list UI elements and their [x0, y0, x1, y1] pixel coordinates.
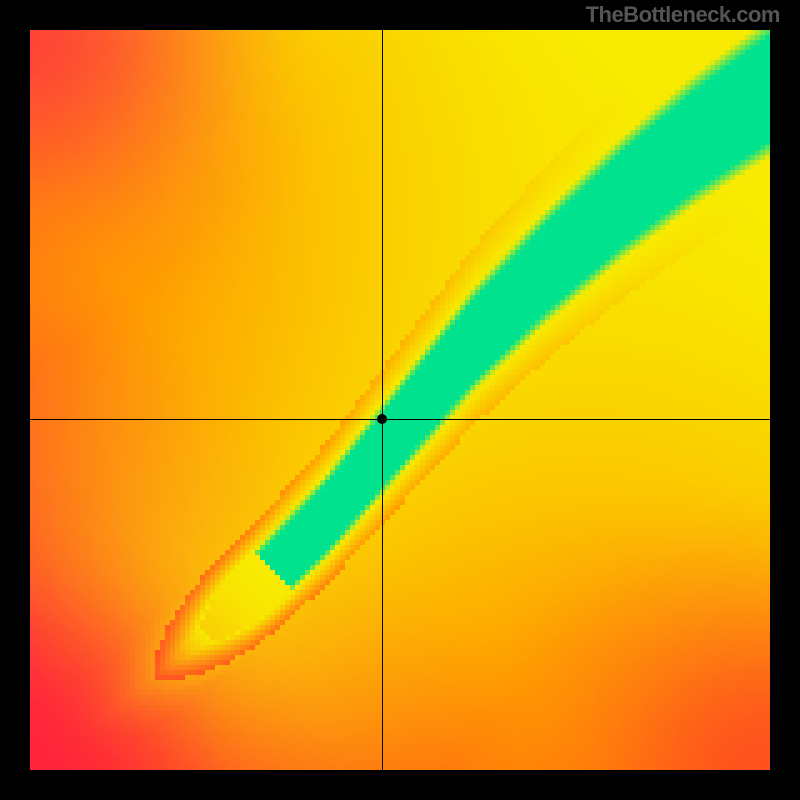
heatmap-plot	[30, 30, 770, 770]
crosshair-marker	[377, 414, 387, 424]
watermark-text: TheBottleneck.com	[586, 2, 780, 28]
heatmap-canvas	[30, 30, 770, 770]
crosshair-horizontal	[30, 419, 770, 420]
crosshair-vertical	[382, 30, 383, 770]
